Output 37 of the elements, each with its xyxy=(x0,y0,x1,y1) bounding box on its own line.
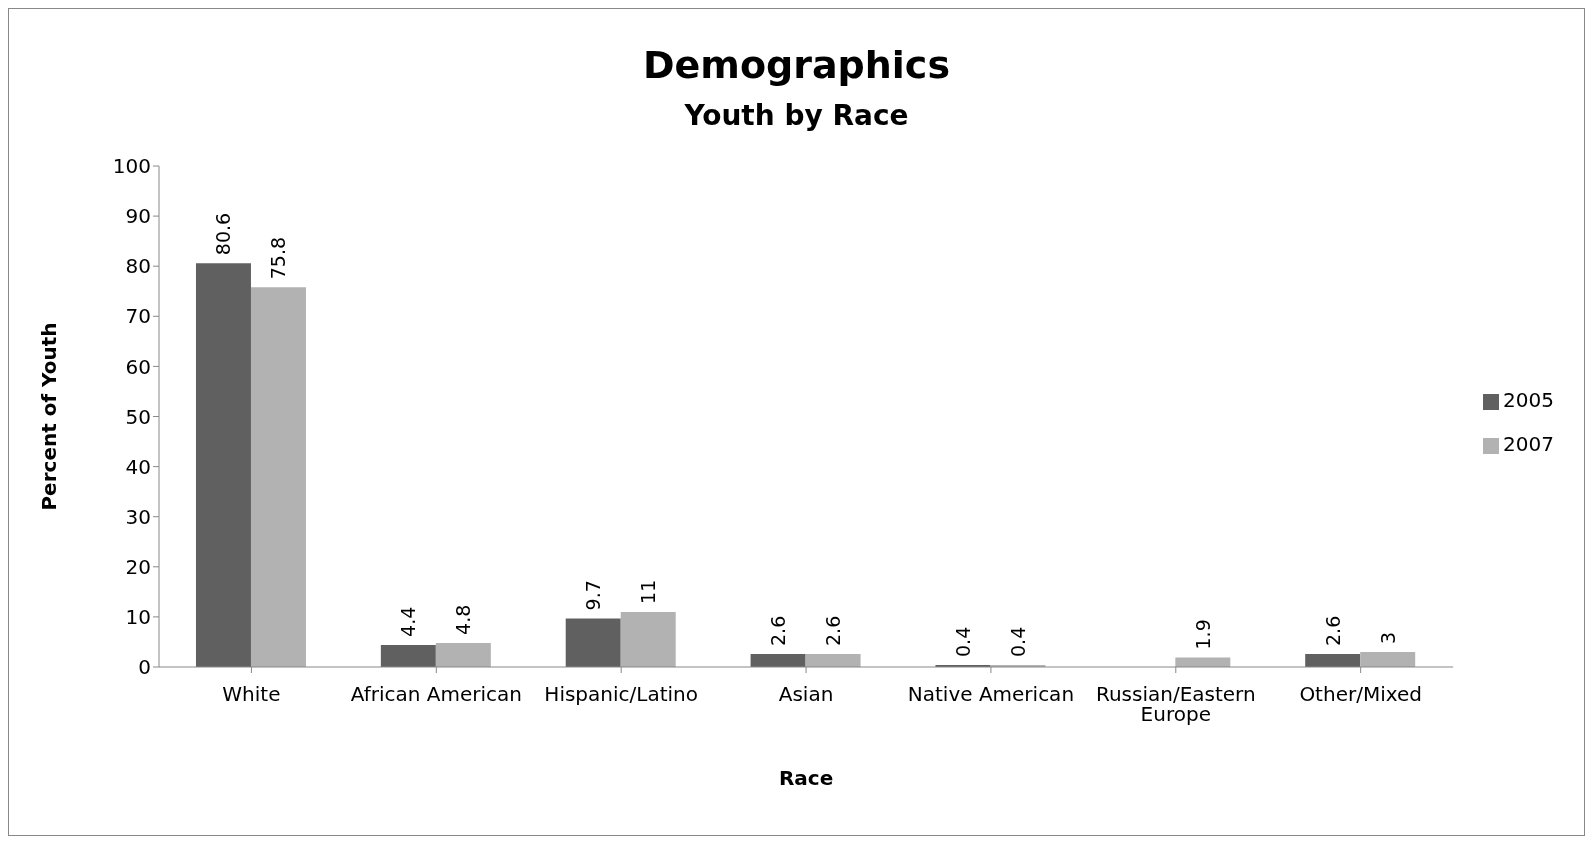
data-label: 2.6 xyxy=(767,615,790,646)
y-tick-label: 90 xyxy=(125,204,151,229)
y-tick-label: 100 xyxy=(112,154,151,179)
x-tick-label: Russian/Eastern Europe xyxy=(1095,682,1256,727)
data-label: 0.4 xyxy=(951,626,974,657)
x-tick-label: Asian xyxy=(778,682,834,707)
y-tick-label: 50 xyxy=(125,404,151,429)
chart-subtitle: Youth by Race xyxy=(683,99,910,132)
data-label: 11 xyxy=(637,579,660,604)
legend-label: 2007 xyxy=(1503,432,1554,456)
data-label: 0.4 xyxy=(1006,626,1029,657)
data-label: 9.7 xyxy=(582,580,605,611)
data-label: 1.9 xyxy=(1191,619,1214,650)
chart-title: Demographics xyxy=(642,43,951,87)
y-tick-label: 80 xyxy=(125,254,151,279)
data-label: 3 xyxy=(1376,631,1399,644)
y-tick-label: 70 xyxy=(125,304,151,329)
data-label: 2.6 xyxy=(822,615,845,646)
x-tick-label: Native American xyxy=(907,682,1075,707)
x-tick-label: White xyxy=(222,682,281,707)
x-axis-title: Race xyxy=(778,766,834,790)
data-label: 4.8 xyxy=(452,604,475,635)
y-tick-label: 40 xyxy=(125,454,151,479)
y-tick-label: 10 xyxy=(125,605,151,629)
data-label: 80.6 xyxy=(212,212,235,256)
y-tick-label: 30 xyxy=(125,504,151,529)
y-tick-label: 20 xyxy=(125,554,151,579)
x-tick-label: African American xyxy=(350,682,522,707)
data-label: 75.8 xyxy=(267,236,290,280)
x-tick-label: Other/Mixed xyxy=(1299,682,1422,707)
data-label: 4.4 xyxy=(397,606,420,637)
data-label: 2.6 xyxy=(1321,615,1344,646)
y-tick-label: 0 xyxy=(138,655,151,680)
y-axis-title: Percent of Youth xyxy=(37,322,62,511)
legend-label: 2005 xyxy=(1503,388,1554,412)
y-tick-label: 60 xyxy=(125,354,151,379)
x-tick-label: Hispanic/Latino xyxy=(544,682,698,707)
